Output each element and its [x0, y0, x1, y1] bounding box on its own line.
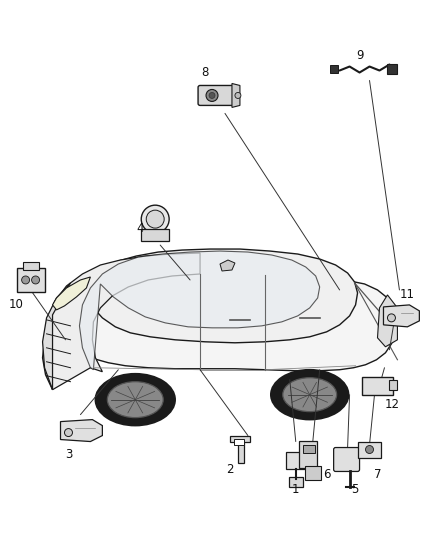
FancyBboxPatch shape	[286, 451, 308, 470]
FancyBboxPatch shape	[17, 268, 45, 292]
Text: 12: 12	[385, 398, 400, 411]
FancyBboxPatch shape	[305, 466, 321, 480]
Text: 10: 10	[8, 298, 23, 311]
FancyBboxPatch shape	[198, 85, 238, 106]
Text: 9: 9	[356, 49, 363, 62]
Polygon shape	[232, 84, 240, 108]
Circle shape	[366, 446, 374, 454]
Circle shape	[32, 276, 39, 284]
FancyBboxPatch shape	[330, 64, 338, 72]
Ellipse shape	[107, 382, 163, 417]
Polygon shape	[220, 260, 235, 271]
Polygon shape	[71, 249, 357, 368]
Circle shape	[64, 429, 72, 437]
FancyBboxPatch shape	[303, 445, 314, 453]
FancyBboxPatch shape	[389, 379, 397, 390]
FancyBboxPatch shape	[141, 229, 169, 241]
FancyBboxPatch shape	[299, 441, 317, 469]
Text: 8: 8	[201, 66, 209, 79]
FancyBboxPatch shape	[388, 63, 397, 74]
Text: 5: 5	[351, 483, 358, 496]
FancyBboxPatch shape	[334, 448, 360, 472]
Text: 11: 11	[400, 288, 415, 302]
Text: 1: 1	[292, 483, 300, 496]
Circle shape	[235, 92, 241, 99]
Circle shape	[141, 205, 169, 233]
Polygon shape	[42, 274, 396, 390]
Text: 3: 3	[65, 448, 72, 461]
Circle shape	[146, 210, 164, 228]
Ellipse shape	[271, 370, 349, 419]
FancyBboxPatch shape	[234, 439, 244, 445]
Polygon shape	[79, 251, 320, 370]
Text: 4: 4	[137, 222, 144, 235]
FancyBboxPatch shape	[23, 262, 39, 270]
Circle shape	[388, 314, 396, 322]
Circle shape	[209, 92, 215, 99]
Text: 2: 2	[226, 463, 234, 476]
Text: 6: 6	[323, 468, 330, 481]
Ellipse shape	[95, 374, 175, 425]
Circle shape	[206, 90, 218, 101]
FancyBboxPatch shape	[289, 478, 303, 487]
Circle shape	[21, 276, 30, 284]
Polygon shape	[378, 295, 397, 347]
FancyBboxPatch shape	[357, 441, 381, 457]
Ellipse shape	[283, 378, 337, 411]
Polygon shape	[60, 419, 102, 441]
Text: 7: 7	[374, 468, 381, 481]
Polygon shape	[384, 305, 419, 327]
Polygon shape	[230, 435, 250, 464]
Polygon shape	[45, 253, 200, 390]
FancyBboxPatch shape	[361, 377, 393, 394]
Polygon shape	[53, 277, 90, 310]
Polygon shape	[42, 283, 71, 390]
